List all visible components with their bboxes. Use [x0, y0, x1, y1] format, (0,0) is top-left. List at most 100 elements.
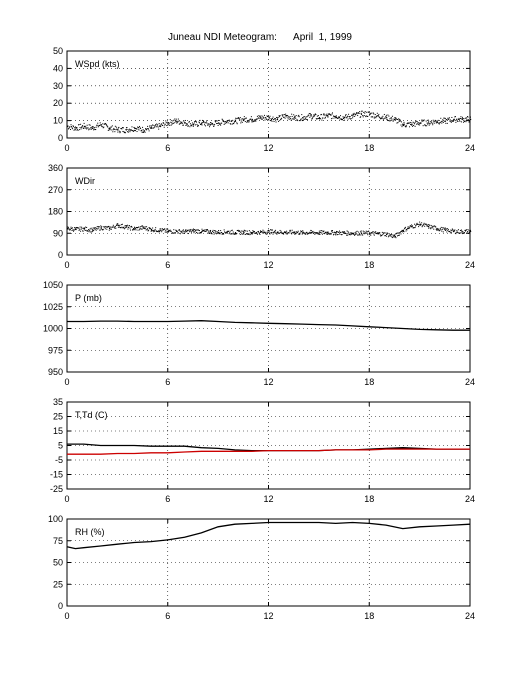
data-point	[98, 124, 100, 126]
data-point	[232, 233, 234, 235]
data-point	[382, 234, 384, 236]
data-point	[155, 126, 157, 128]
data-point	[401, 126, 403, 128]
data-point	[83, 127, 85, 129]
data-point	[172, 120, 174, 122]
data-point	[290, 117, 292, 119]
data-point	[235, 118, 237, 120]
data-point	[433, 228, 435, 230]
data-point	[459, 232, 461, 234]
data-point	[127, 227, 129, 229]
data-point	[172, 122, 174, 124]
data-point	[204, 124, 206, 126]
data-point	[417, 123, 419, 125]
data-point	[194, 229, 196, 231]
data-point	[208, 123, 210, 125]
data-point	[442, 121, 444, 123]
data-point	[82, 230, 84, 232]
data-point	[342, 119, 344, 121]
data-point	[117, 224, 119, 226]
data-point	[119, 227, 121, 229]
data-point	[367, 230, 369, 232]
data-point	[247, 233, 249, 235]
data-point	[286, 233, 288, 235]
data-point	[198, 230, 200, 232]
data-point	[269, 115, 271, 117]
data-point	[283, 116, 285, 118]
data-point	[171, 123, 173, 125]
data-point	[268, 229, 270, 231]
data-point	[169, 229, 171, 231]
data-point	[241, 118, 243, 120]
data-point	[108, 128, 110, 130]
data-point	[304, 233, 306, 235]
data-point	[373, 113, 375, 115]
data-point	[289, 118, 291, 120]
data-point	[133, 130, 135, 132]
data-point	[427, 225, 429, 227]
data-point	[141, 228, 143, 230]
data-point	[324, 116, 326, 118]
data-point	[456, 231, 458, 233]
data-point	[303, 232, 305, 234]
data-point	[144, 131, 146, 133]
data-point	[368, 233, 370, 235]
data-point	[228, 230, 230, 232]
data-point	[95, 227, 97, 229]
data-point	[386, 232, 388, 234]
data-point	[176, 121, 178, 123]
data-point	[305, 116, 307, 118]
data-point	[271, 120, 273, 122]
data-point	[103, 126, 105, 128]
y-tick-label: 100	[48, 514, 63, 524]
data-point	[294, 232, 296, 234]
data-point	[102, 127, 104, 129]
data-point	[193, 229, 195, 231]
data-point	[400, 231, 402, 233]
data-point	[394, 234, 396, 236]
data-point	[181, 232, 183, 234]
data-point	[152, 124, 154, 126]
data-point	[272, 233, 274, 235]
data-point	[105, 226, 107, 228]
data-point	[257, 117, 259, 119]
data-point	[447, 118, 449, 120]
data-point	[294, 116, 296, 118]
data-point	[306, 116, 308, 118]
data-point	[375, 231, 377, 233]
data-point	[139, 127, 141, 129]
data-point	[430, 224, 432, 226]
data-point	[164, 123, 166, 125]
data-point	[328, 113, 330, 115]
data-point	[204, 229, 206, 231]
data-point	[410, 122, 412, 124]
data-point	[366, 231, 368, 233]
data-point	[153, 229, 155, 231]
data-point	[292, 118, 294, 120]
data-point	[155, 227, 157, 229]
y-tick-label: 25	[53, 412, 63, 422]
data-point	[376, 115, 378, 117]
data-point	[302, 232, 304, 234]
data-point	[262, 116, 264, 118]
data-point	[427, 119, 429, 121]
data-point	[124, 225, 126, 227]
data-point	[177, 232, 179, 234]
data-point	[101, 126, 103, 128]
data-point	[192, 229, 194, 231]
data-point	[333, 231, 335, 233]
data-point	[453, 230, 455, 232]
data-point	[254, 232, 256, 234]
data-point	[282, 114, 284, 116]
data-point	[115, 129, 117, 131]
data-point	[136, 128, 138, 130]
data-point	[187, 233, 189, 235]
data-point	[146, 229, 148, 231]
data-point	[450, 121, 452, 123]
data-point	[194, 124, 196, 126]
data-point	[85, 127, 87, 129]
data-point	[199, 123, 201, 125]
data-point	[134, 228, 136, 230]
data-point	[283, 231, 285, 233]
data-point	[447, 228, 449, 230]
